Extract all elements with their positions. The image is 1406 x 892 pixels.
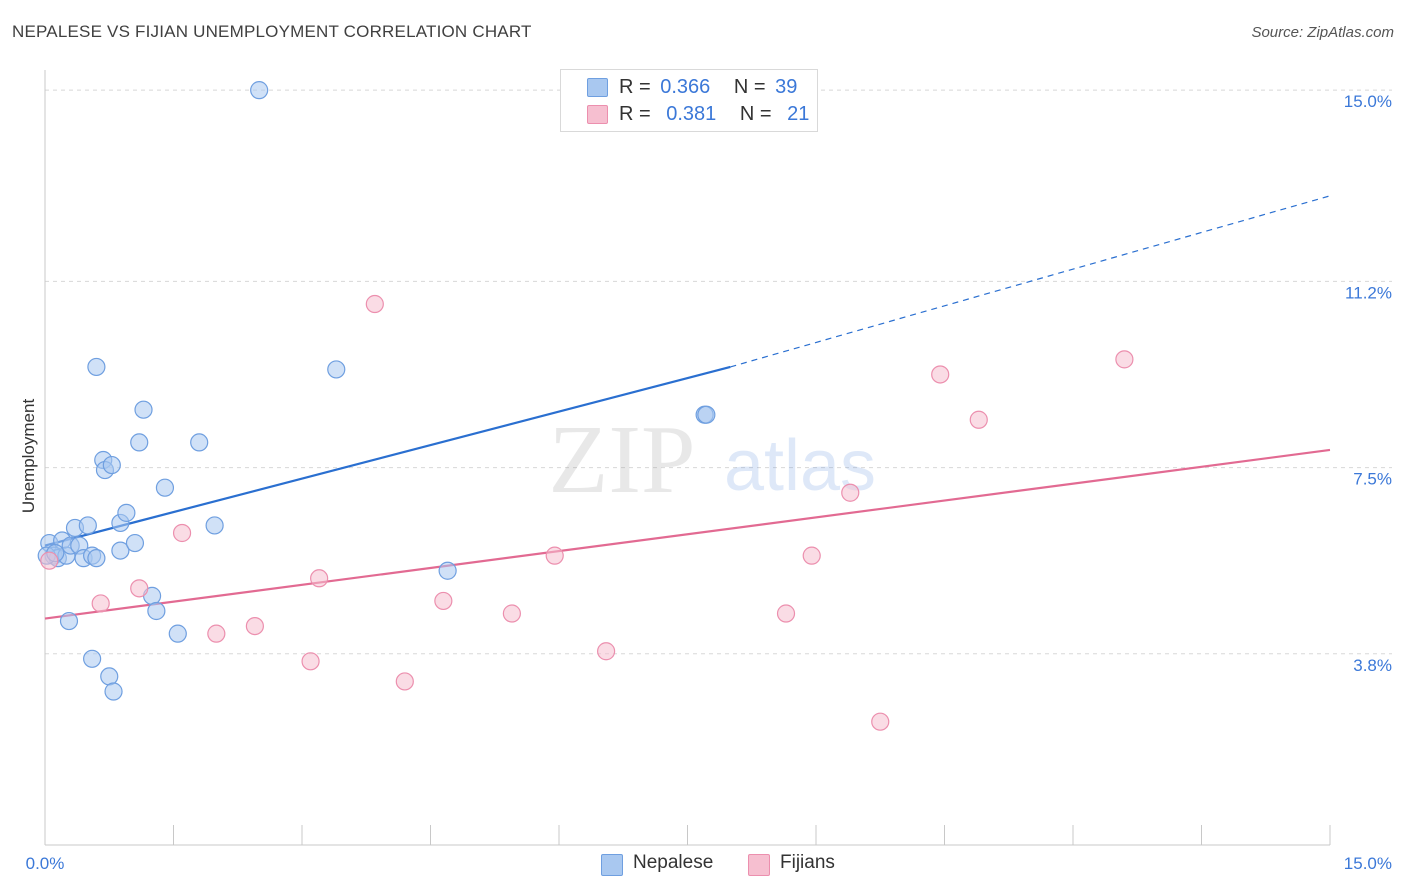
- gridlines: [45, 89, 1392, 655]
- y-tick-label: 7.5%: [1353, 470, 1392, 489]
- fijians-point: [40, 551, 59, 570]
- fijians-point: [91, 594, 110, 613]
- fijians-point: [841, 483, 860, 502]
- y-axis-title: Unemployment: [19, 399, 38, 514]
- nepalese-point: [104, 682, 123, 701]
- fijians-legend-swatch: [748, 854, 770, 876]
- nepalese-point: [697, 405, 716, 424]
- fijians-point: [597, 642, 616, 661]
- nepalese-point: [155, 478, 175, 497]
- chart-title: NEPALESE VS FIJIAN UNEMPLOYMENT CORRELAT…: [12, 22, 532, 41]
- tick-labels: 3.8% 7.5% 11.2% 15.0% 0.0% 15.0%: [26, 92, 1392, 873]
- fijians-swatch: [587, 105, 608, 124]
- source-note: Source: ZipAtlas.com: [1251, 24, 1394, 41]
- nepalese-point: [250, 81, 269, 100]
- fijians-point: [871, 712, 890, 731]
- nepalese-trend-line: [44, 365, 731, 547]
- correlation-legend: R = 0.366 N = 39 R = 0.381 N = 21: [560, 69, 818, 132]
- fijians-point: [1115, 350, 1134, 369]
- nepalese-point: [438, 561, 457, 580]
- nepalese-point: [147, 601, 166, 621]
- nepalese-swatch: [587, 78, 608, 97]
- nepalese-r-label: R =: [619, 76, 651, 98]
- nepalese-point: [83, 649, 102, 668]
- fijians-point: [545, 546, 564, 565]
- fijians-point: [172, 523, 192, 543]
- nepalese-n-label: N =: [733, 76, 766, 98]
- fijians-n-value: 21: [787, 103, 810, 125]
- fijians-point: [365, 294, 384, 314]
- fijians-point: [776, 604, 796, 623]
- nepalese-point: [87, 549, 106, 568]
- nepalese-point: [130, 433, 149, 452]
- fijians-n-label: N =: [739, 103, 772, 125]
- nepalese-point: [125, 533, 145, 553]
- nepalese-point: [205, 516, 224, 535]
- fijians-r-value: 0.381: [666, 103, 717, 125]
- trend-lines: [44, 195, 1331, 620]
- nepalese-point: [87, 357, 106, 377]
- y-tick-label: 15.0%: [1344, 92, 1392, 111]
- nepalese-point: [134, 400, 153, 419]
- nepalese-r-value: 0.366: [660, 76, 711, 98]
- fijians-point: [310, 569, 329, 588]
- axes: [44, 70, 1331, 846]
- nepalese-point: [168, 624, 187, 643]
- nepalese-point: [111, 541, 130, 560]
- nepalese-legend-label: Nepalese: [633, 852, 714, 873]
- fijians-point: [245, 616, 264, 636]
- nepalese-point: [100, 667, 119, 686]
- data-points: [37, 81, 1134, 731]
- x-tick-label: 15.0%: [1344, 854, 1392, 873]
- fijians-point: [434, 591, 453, 611]
- y-tick-label: 3.8%: [1353, 656, 1392, 675]
- nepalese-point: [190, 433, 209, 452]
- nepalese-point: [327, 360, 346, 379]
- nepalese-legend-swatch: [601, 854, 623, 876]
- nepalese-point: [102, 455, 121, 475]
- nepalese-point: [117, 503, 136, 522]
- fijians-point: [931, 365, 950, 384]
- fijians-point: [395, 672, 414, 691]
- nepalese-point: [78, 516, 97, 535]
- fijians-point: [301, 652, 320, 671]
- y-tick-label: 11.2%: [1345, 283, 1392, 302]
- fijians-point: [969, 410, 988, 429]
- nepalese-trend-extension: [730, 195, 1331, 368]
- fijians-legend-label: Fijians: [780, 852, 835, 873]
- fijians-trend-line: [44, 448, 1331, 620]
- watermark-zip: ZIP: [549, 406, 696, 514]
- fijians-point: [130, 579, 149, 598]
- fijians-point: [802, 546, 821, 565]
- watermark: ZIP atlas: [549, 406, 877, 514]
- fijians-r-label: R =: [619, 103, 651, 125]
- fijians-stats: R = 0.381 N = 21: [619, 103, 809, 126]
- nepalese-point: [59, 611, 79, 631]
- nepalese-stats: R = 0.366 N = 39: [619, 76, 797, 99]
- x-tick-label: 0.0%: [26, 854, 65, 873]
- fijians-point: [207, 624, 226, 643]
- nepalese-n-value: 39: [775, 76, 798, 98]
- fijians-point: [502, 604, 521, 623]
